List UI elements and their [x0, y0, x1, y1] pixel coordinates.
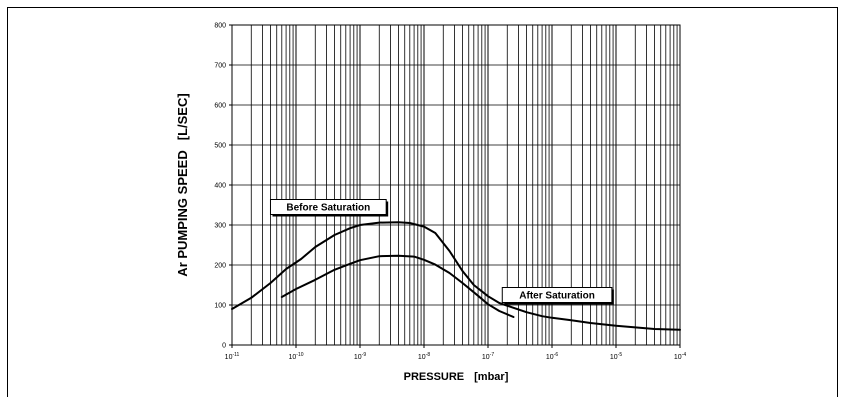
figure-frame [7, 7, 838, 397]
y-tick-label: 0 [222, 343, 226, 350]
x-tick-label: 10-8 [418, 352, 430, 361]
y-tick-label: 500 [214, 143, 226, 150]
x-tick-label: 10-5 [610, 352, 622, 361]
annotation-label: After Saturation [519, 291, 595, 302]
y-tick-label: 100 [214, 303, 226, 310]
series-line-2 [280, 254, 515, 318]
annotation-box [501, 287, 613, 303]
y-tick-label: 700 [214, 63, 226, 70]
annotation-layer: Before Saturation After Saturation [269, 199, 614, 305]
annotation-box [269, 199, 387, 215]
x-tick-label: 10-7 [482, 352, 494, 361]
y-axis-ticks: 0 100 200 300 400 500 600 700 800 [214, 23, 232, 350]
y-axis-label: Ar PUMPING SPEED[L/SEC] [175, 93, 190, 276]
series-layer [231, 221, 681, 331]
x-tick-label: 10-9 [354, 352, 366, 361]
x-tick-label: 10-11 [225, 352, 240, 361]
series-line-1 [231, 221, 681, 331]
x-tick-label: 10-10 [288, 352, 303, 361]
y-tick-label: 200 [214, 263, 226, 270]
x-tick-label: 10-6 [546, 352, 558, 361]
annotation-label: Before Saturation [286, 203, 370, 214]
y-tick-label: 400 [214, 183, 226, 190]
x-axis-label: PRESSURE [mbar] [404, 371, 509, 383]
x-axis-ticks: 10-11 10-10 10-9 10-8 10-7 10-6 10-5 10-4 [225, 345, 686, 361]
y-tick-label: 600 [214, 103, 226, 110]
y-tick-label: 800 [214, 23, 226, 30]
y-tick-label: 300 [214, 223, 226, 230]
x-tick-label: 10-4 [674, 352, 686, 361]
